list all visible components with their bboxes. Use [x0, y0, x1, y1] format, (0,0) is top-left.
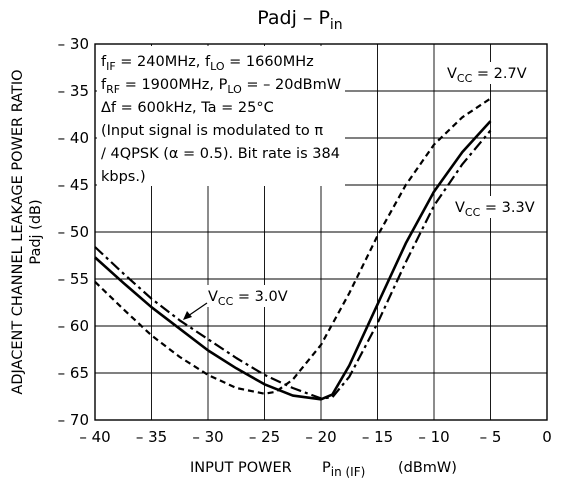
y-tick-label: – 55	[58, 270, 89, 288]
annotation-vcc-2-7-background	[441, 62, 541, 84]
x-axis-label: INPUT POWER Pin (IF) (dBmW)	[190, 460, 457, 479]
y-tick-label: – 60	[58, 317, 89, 335]
x-tick-label: – 5	[480, 428, 502, 446]
axis-ticks: – 40– 35– 30– 25– 20– 15– 10– 5 0– 30– 35…	[58, 35, 552, 446]
chart-title: Padj – Pin	[257, 7, 342, 33]
series-line-solid	[94, 120, 492, 401]
y-axis-label-symbol: Padj (dB)	[28, 199, 44, 264]
y-tick-label: – 35	[58, 82, 89, 100]
annotation-vcc-2-7-text: VCC = 2.7V	[447, 66, 527, 85]
y-tick-label: – 45	[58, 176, 89, 194]
x-axis-label-symbol: P	[322, 460, 331, 476]
x-tick-label: – 15	[362, 428, 393, 446]
chart-title-sub: in	[330, 17, 343, 33]
y-tick-label: – 70	[58, 411, 89, 429]
x-tick-label: – 25	[249, 428, 280, 446]
x-tick-label: – 10	[418, 428, 449, 446]
x-tick-label: – 35	[136, 428, 167, 446]
condition-line-3: Δf = 600kHz, Ta = 25°C	[101, 100, 274, 116]
annotation-vcc-3-0: VCC = 3.0V	[183, 285, 297, 320]
series-line-dashed	[94, 97, 492, 395]
x-axis-label-sub: in (IF)	[331, 465, 366, 479]
series-line-dashdot	[94, 129, 492, 400]
y-tick-label: – 65	[58, 364, 89, 382]
annotation-vcc-3-0-text: VCC = 3.0V	[208, 289, 288, 308]
x-tick-label: 0	[542, 428, 552, 446]
conditions-box: fIF = 240MHz, fLO = 1660MHz fRF = 1900MH…	[97, 46, 345, 186]
x-tick-label: – 30	[192, 428, 223, 446]
annotation-vcc-3-0-background	[205, 285, 297, 307]
condition-line-5: / 4QPSK (α = 0.5). Bit rate is 384	[101, 146, 340, 162]
annotation-vcc-2-7: VCC = 2.7V	[441, 62, 541, 85]
y-tick-label: – 40	[58, 129, 89, 147]
condition-line-6: kbps.)	[101, 169, 146, 185]
annotation-vcc-3-0-leader	[187, 302, 208, 317]
annotation-vcc-3-3-text: VCC = 3.3V	[455, 200, 535, 219]
condition-line-2: fRF = 1900MHz, PLO = – 20dBmW	[101, 77, 341, 96]
x-axis-label-unit: (dBmW)	[398, 460, 457, 476]
x-tick-label: – 40	[79, 428, 110, 446]
x-tick-label: – 20	[305, 428, 336, 446]
y-tick-label: – 30	[58, 35, 89, 53]
conditions-background	[97, 46, 345, 186]
annotation-vcc-3-3: VCC = 3.3V	[451, 196, 543, 219]
condition-line-1: fIF = 240MHz, fLO = 1660MHz	[101, 54, 314, 73]
annotation-vcc-3-0-arrowhead	[183, 311, 192, 320]
y-axis-label: ADJACENT CHANNEL LEAKAGE POWER RATIO	[10, 69, 26, 394]
y-tick-label: – 50	[58, 223, 89, 241]
series-lines	[94, 97, 492, 401]
condition-line-4: (Input signal is modulated to π	[101, 123, 323, 139]
annotation-vcc-3-3-background	[451, 196, 543, 218]
